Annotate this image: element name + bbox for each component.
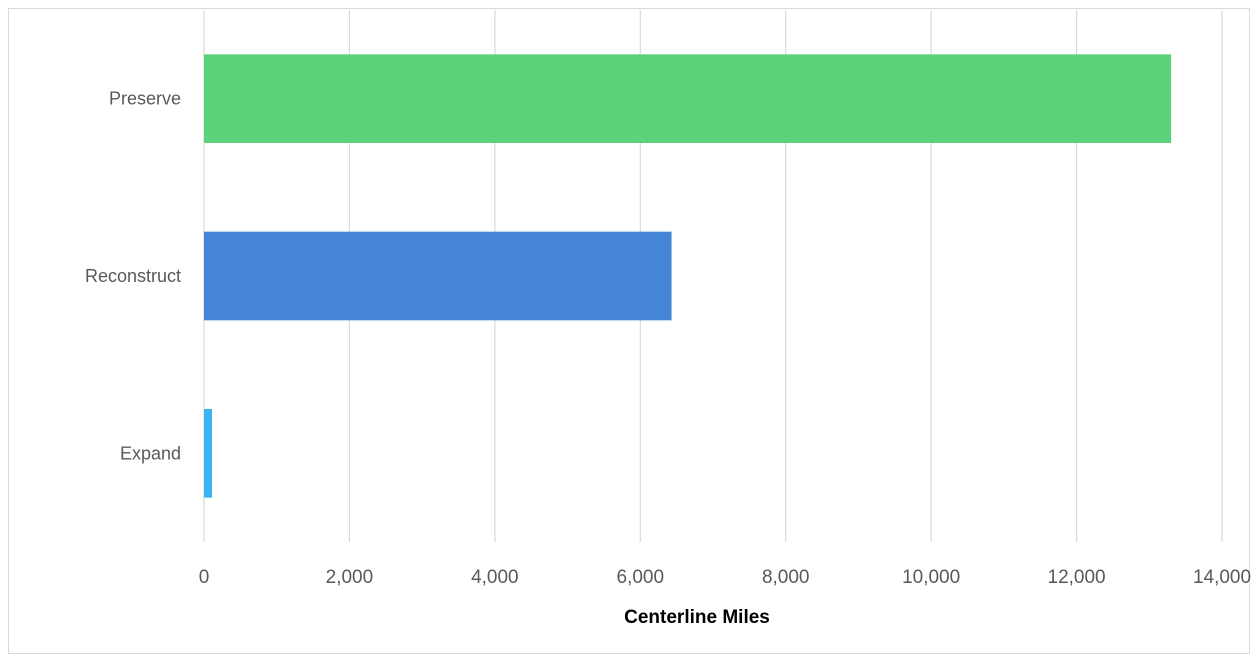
x-tick-labels: 0 2,000 4,000 6,000 8,000 10,000 12,000 14,000 [199,567,1251,588]
bar-expand [204,409,212,498]
category-labels: Preserve Reconstruct Expand [85,89,181,464]
x-tick-label: 12,000 [1048,567,1106,588]
x-tick-label: 2,000 [326,567,374,588]
x-tick-label: 8,000 [762,567,810,588]
category-label-expand: Expand [120,443,181,463]
x-axis-title: Centerline Miles [624,607,770,628]
category-label-reconstruct: Reconstruct [85,266,181,286]
x-tick-label: 4,000 [471,567,519,588]
x-tick-label: 0 [199,567,210,588]
category-label-preserve: Preserve [109,89,181,109]
bar-preserve [204,54,1172,144]
x-tick-label: 14,000 [1193,567,1251,588]
x-tick-label: 6,000 [617,567,665,588]
bar-reconstruct [204,231,672,321]
x-tick-label: 10,000 [902,567,960,588]
bars [204,54,1172,498]
